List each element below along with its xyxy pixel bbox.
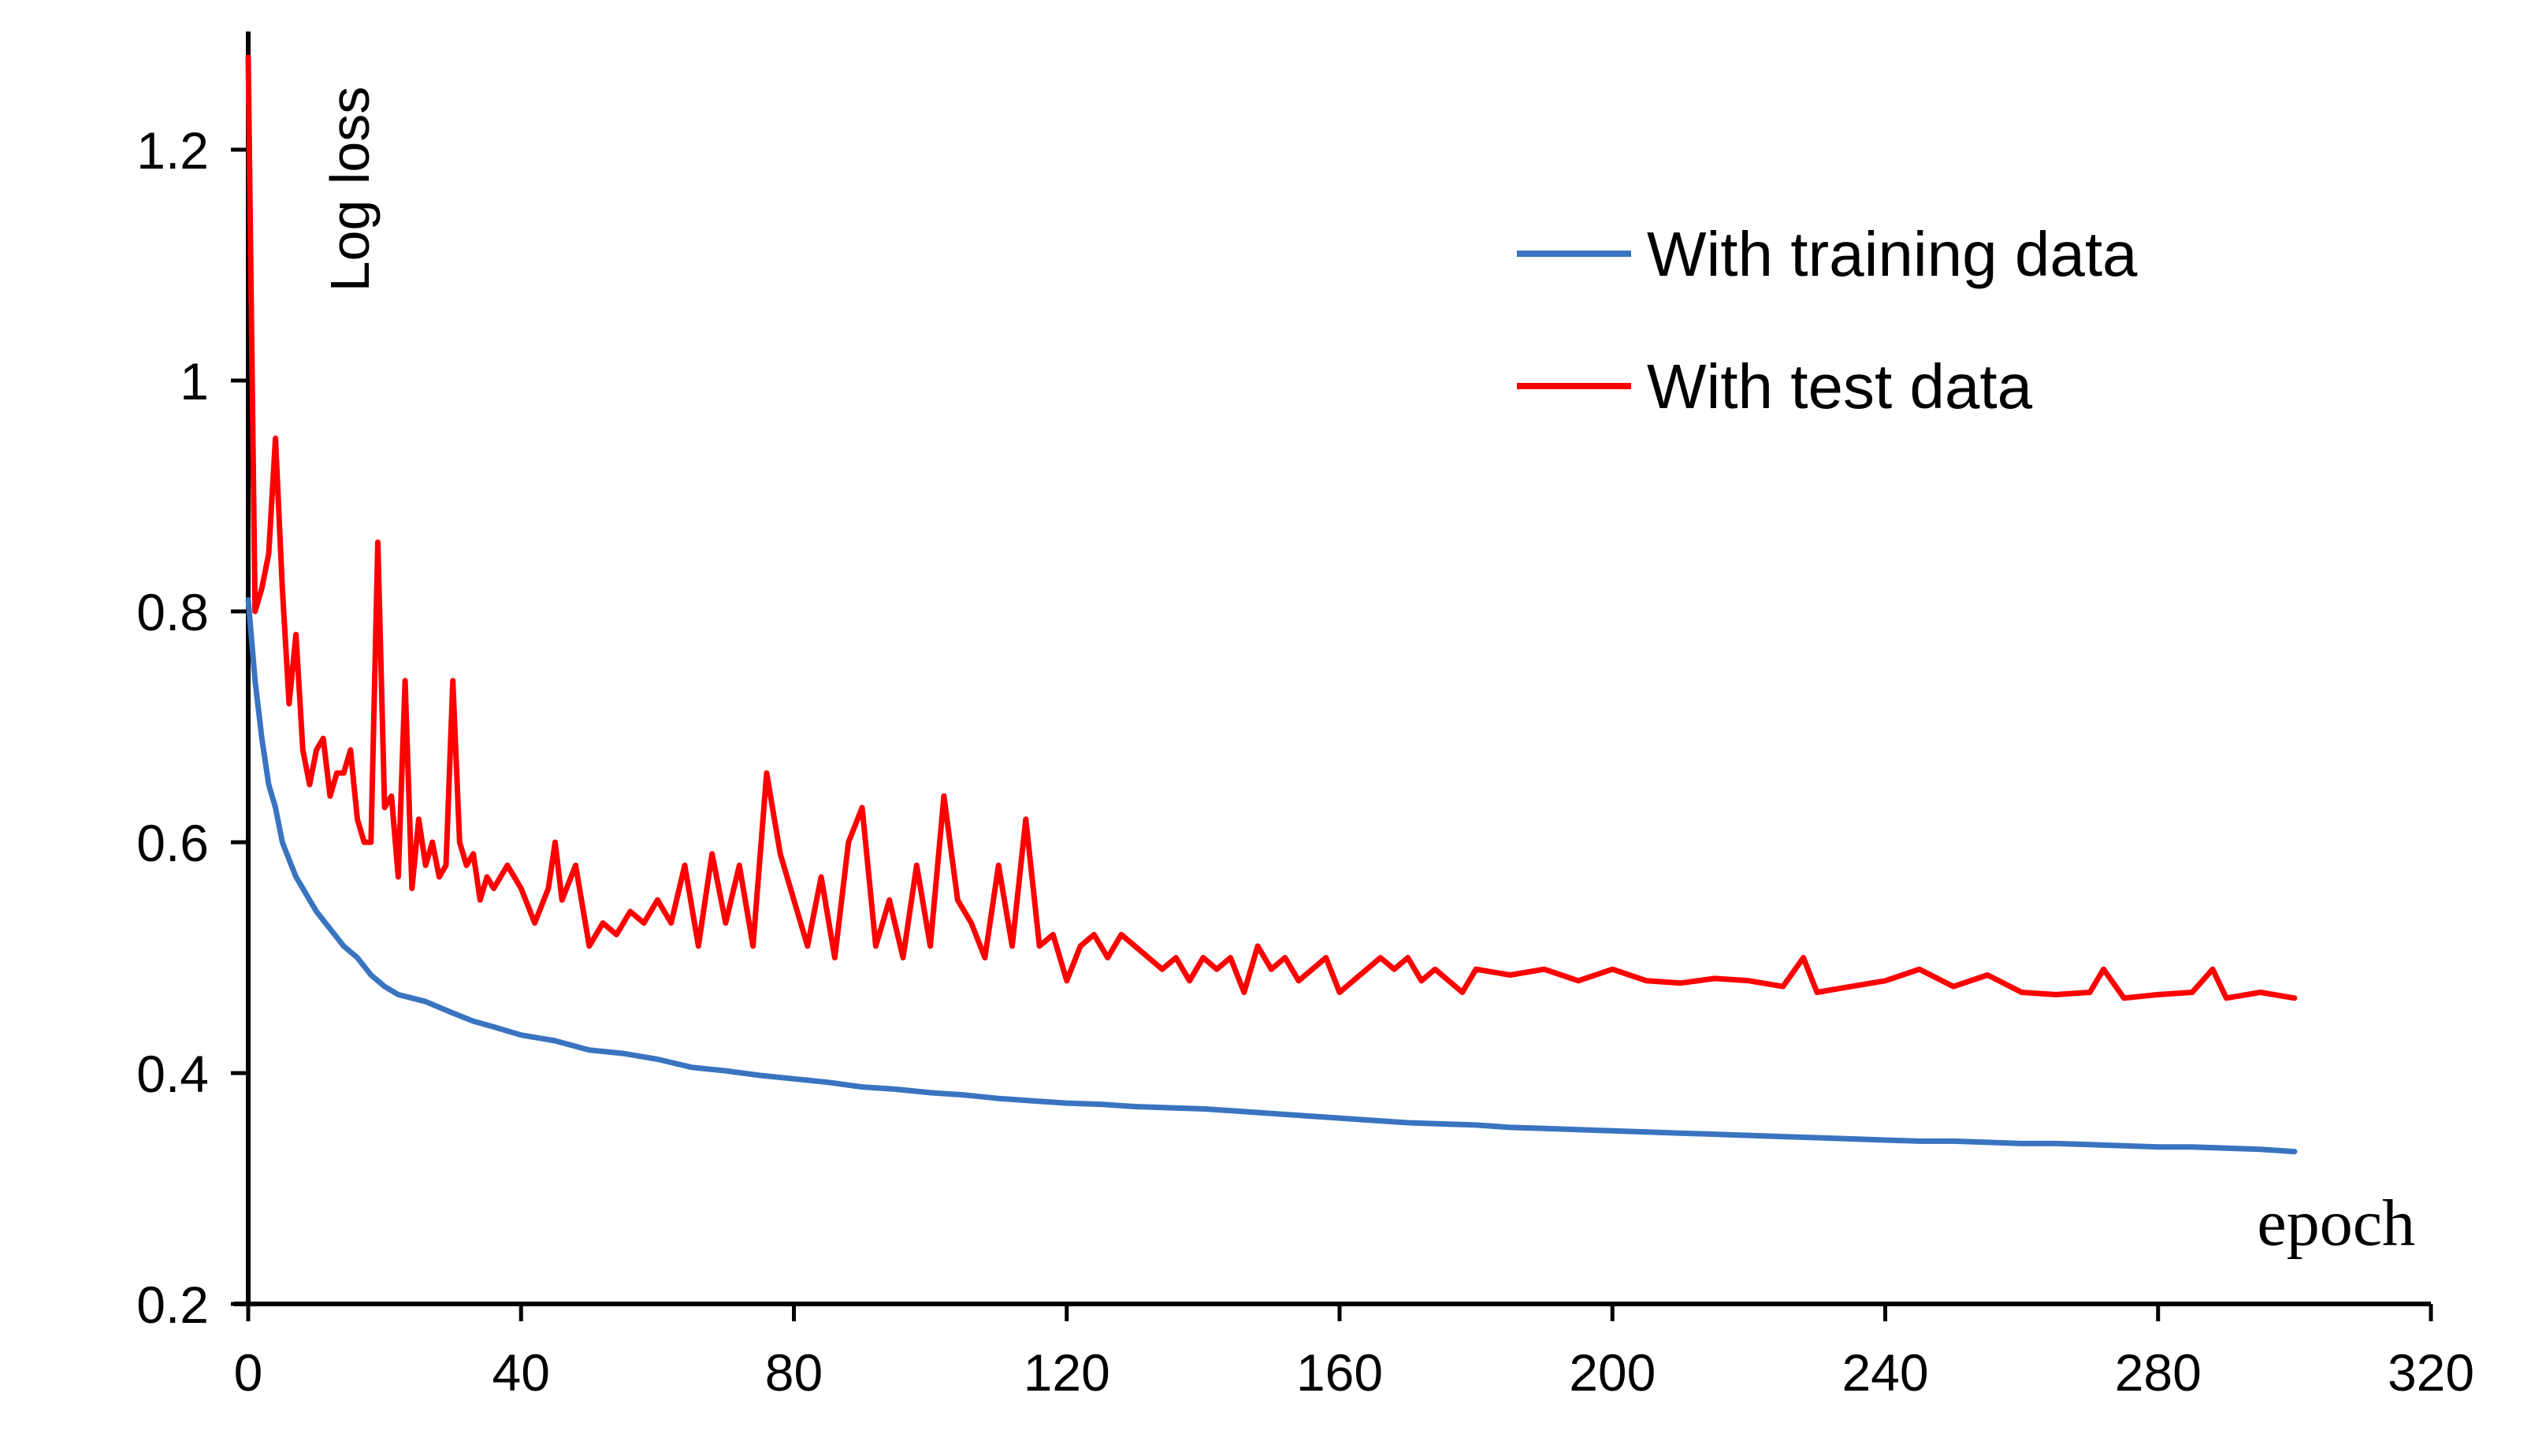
x-tick-label: 40 <box>492 1343 550 1402</box>
legend-item-training: With training data <box>1517 219 2138 289</box>
legend-item-test: With test data <box>1517 351 2033 422</box>
y-tick-label: 0.6 <box>136 814 209 872</box>
x-tick-label: 160 <box>1296 1343 1383 1402</box>
ticks: 0 40 80 120 160 200 240 280 320 0.2 0.4 0.6 0.8 1 1.2 <box>136 121 2474 1402</box>
y-axis-label: Log loss <box>319 87 381 292</box>
series-line-with-test-data <box>245 54 2298 1001</box>
x-tick-label: 120 <box>1024 1343 1110 1402</box>
y-tick-label: 1.2 <box>136 121 209 180</box>
x-tick-label: 200 <box>1569 1343 1656 1402</box>
series-layer <box>245 54 2298 1155</box>
y-tick-label: 1 <box>180 352 209 410</box>
y-tick-label: 0.4 <box>136 1045 209 1103</box>
x-tick-label: 320 <box>2388 1343 2474 1402</box>
x-tick-label: 280 <box>2115 1343 2202 1402</box>
legend-label-training: With training data <box>1647 219 2138 289</box>
legend: With training data With test data <box>1517 219 2138 422</box>
x-tick-label: 240 <box>1842 1343 1928 1402</box>
x-tick-label: 80 <box>765 1343 823 1402</box>
series-line-with-training-data <box>245 596 2298 1155</box>
y-tick-label: 0.2 <box>136 1276 209 1334</box>
legend-label-test: With test data <box>1647 351 2033 422</box>
y-tick-label: 0.8 <box>136 583 209 641</box>
x-tick-label: 0 <box>234 1343 263 1402</box>
x-axis-label: epoch <box>2257 1187 2415 1260</box>
